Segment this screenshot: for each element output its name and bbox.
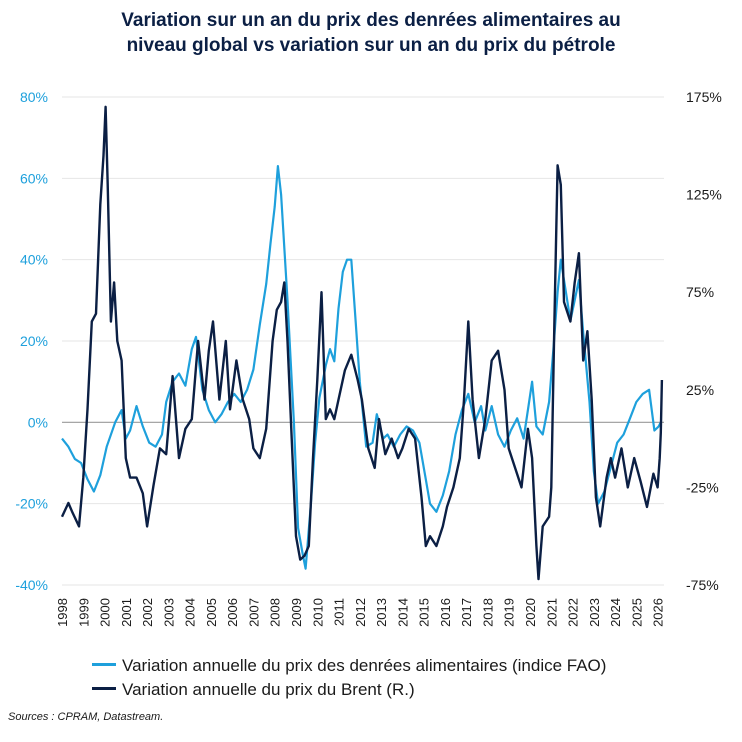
x-axis-tick-label: 2007 bbox=[246, 598, 261, 627]
x-axis-tick-label: 2009 bbox=[289, 598, 304, 627]
x-axis-tick-label: 2012 bbox=[353, 598, 368, 627]
x-axis-tick-label: 2002 bbox=[140, 598, 155, 627]
legend-label-food: Variation annuelle du prix des denrées a… bbox=[122, 656, 607, 675]
x-axis-tick-label: 2025 bbox=[629, 598, 644, 627]
right-axis-tick-label: -75% bbox=[686, 577, 719, 593]
source-note: Sources : CPRAM, Datastream. bbox=[8, 711, 164, 723]
x-axis-tick-label: 2004 bbox=[183, 598, 198, 627]
right-axis-tick-label: 175% bbox=[686, 89, 722, 105]
x-axis-tick-label: 2023 bbox=[587, 598, 602, 627]
left-axis-tick-label: 60% bbox=[20, 170, 48, 186]
x-axis-tick-label: 2006 bbox=[225, 598, 240, 627]
right-axis-tick-label: 75% bbox=[686, 284, 714, 300]
chart-title-line-1: Variation sur un an du prix des denrées … bbox=[121, 10, 621, 31]
left-axis-tick-label: -20% bbox=[15, 496, 48, 512]
x-axis-tick-label: 2014 bbox=[395, 598, 410, 627]
right-axis-ticks: 175% 125% 75% 25% -25% -75% bbox=[686, 89, 722, 593]
series-lines bbox=[60, 105, 664, 581]
left-axis-tick-label: 20% bbox=[20, 333, 48, 349]
x-axis-tick-label: 2018 bbox=[480, 598, 495, 627]
x-axis-tick-label: 2000 bbox=[98, 598, 113, 627]
chart-canvas: 80% 60% 40% 20% 0% -20% -40% 175% 125% 75% 25% -25… bbox=[15, 89, 722, 627]
left-axis-tick-label: 80% bbox=[20, 89, 48, 105]
x-axis-ticks: 1998 1999 2000 2001 2002 2003 2004 2005 2006 2007… bbox=[55, 598, 666, 627]
x-axis-tick-label: 2021 bbox=[544, 598, 559, 627]
x-axis-tick-label: 1999 bbox=[76, 598, 91, 627]
series-line-brent bbox=[60, 105, 664, 581]
legend-item-brent: Variation annuelle du prix du Brent (R.) bbox=[92, 680, 415, 700]
x-axis-tick-label: 1998 bbox=[55, 598, 70, 627]
x-axis-tick-label: 2016 bbox=[438, 598, 453, 627]
x-axis-tick-label: 2015 bbox=[417, 598, 432, 627]
left-axis-tick-label: 40% bbox=[20, 252, 48, 268]
chart-title-line-2: niveau global vs variation sur un an du … bbox=[126, 35, 616, 56]
x-axis-tick-label: 2011 bbox=[332, 598, 347, 626]
right-axis-tick-label: 25% bbox=[686, 382, 714, 398]
left-axis-tick-label: -40% bbox=[15, 577, 48, 593]
legend-swatch-brent bbox=[92, 687, 116, 691]
x-axis-tick-label: 2017 bbox=[459, 598, 474, 627]
x-axis-tick-label: 2019 bbox=[502, 598, 517, 627]
x-axis-tick-label: 2001 bbox=[119, 598, 134, 627]
left-axis-ticks: 80% 60% 40% 20% 0% -20% -40% bbox=[15, 89, 48, 593]
legend-label-brent: Variation annuelle du prix du Brent (R.) bbox=[122, 680, 415, 699]
x-axis-tick-label: 2005 bbox=[204, 598, 219, 627]
x-axis-tick-label: 2008 bbox=[268, 598, 283, 627]
x-axis-tick-label: 2026 bbox=[651, 598, 666, 627]
x-axis-tick-label: 2024 bbox=[608, 598, 623, 627]
x-axis-tick-label: 2022 bbox=[566, 598, 581, 627]
series-line-food bbox=[61, 165, 662, 570]
grid-lines bbox=[62, 96, 664, 586]
legend-item-food: Variation annuelle du prix des denrées a… bbox=[92, 656, 606, 676]
x-axis-tick-label: 2013 bbox=[374, 598, 389, 627]
left-axis-tick-label: 0% bbox=[28, 414, 48, 430]
legend-swatch-food bbox=[92, 663, 116, 667]
chart-title: Variation sur un an du prix des denrées … bbox=[0, 8, 742, 58]
x-axis-tick-label: 2010 bbox=[310, 598, 325, 627]
x-axis-tick-label: 2020 bbox=[523, 598, 538, 627]
x-axis-tick-label: 2003 bbox=[161, 598, 176, 627]
right-axis-tick-label: -25% bbox=[686, 479, 719, 495]
right-axis-tick-label: 125% bbox=[686, 187, 722, 203]
